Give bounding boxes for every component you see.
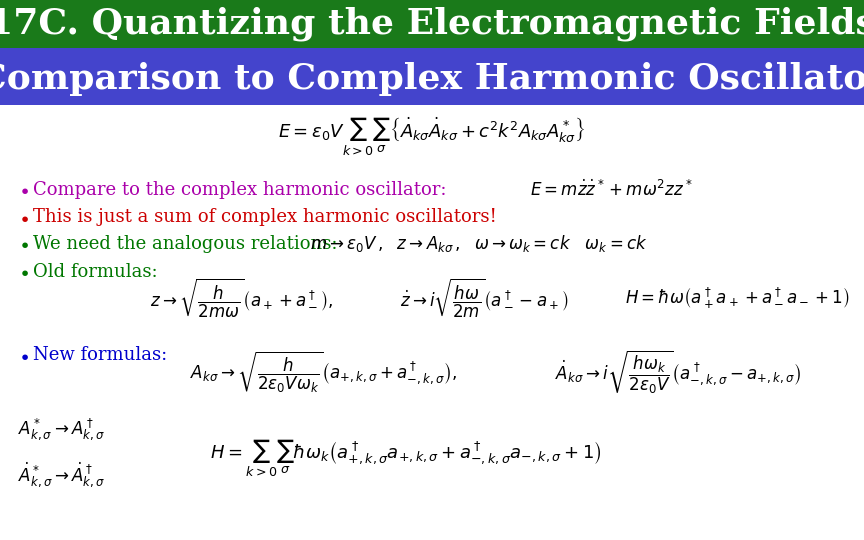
FancyBboxPatch shape [0, 48, 864, 105]
Text: $\bullet$: $\bullet$ [18, 207, 29, 226]
Text: $\bullet$: $\bullet$ [18, 180, 29, 199]
Text: $m \rightarrow \varepsilon_0 V\,,\ \ z \rightarrow A_{k\sigma}\,,\ \ \omega \rig: $m \rightarrow \varepsilon_0 V\,,\ \ z \… [310, 233, 648, 254]
Text: $\dot{A}^*_{k,\sigma} \rightarrow \dot{A}^\dagger_{k,\sigma}$: $\dot{A}^*_{k,\sigma} \rightarrow \dot{A… [18, 461, 105, 489]
Text: This is just a sum of complex harmonic oscillators!: This is just a sum of complex harmonic o… [33, 208, 497, 226]
Text: $E = m\dot{z}\dot{z}^* + m\omega^2 zz^*$: $E = m\dot{z}\dot{z}^* + m\omega^2 zz^*$ [530, 180, 693, 200]
Text: $\dot{A}_{k\sigma} \rightarrow i\sqrt{\dfrac{h\omega_k}{2\varepsilon_0 V}}\left(: $\dot{A}_{k\sigma} \rightarrow i\sqrt{\d… [555, 348, 801, 396]
Text: Compare to the complex harmonic oscillator:: Compare to the complex harmonic oscillat… [33, 181, 447, 199]
Text: $z \rightarrow \sqrt{\dfrac{h}{2m\omega}}\left(a_+ + a^\dagger_-\right),$: $z \rightarrow \sqrt{\dfrac{h}{2m\omega}… [150, 276, 334, 320]
Text: $\bullet$: $\bullet$ [18, 234, 29, 253]
Text: $A^*_{k,\sigma} \rightarrow A^\dagger_{k,\sigma}$: $A^*_{k,\sigma} \rightarrow A^\dagger_{k… [18, 417, 105, 443]
Text: $\dot{z} \rightarrow i\sqrt{\dfrac{h\omega}{2m}}\left(a^\dagger_- - a_+\right)$: $\dot{z} \rightarrow i\sqrt{\dfrac{h\ome… [400, 276, 569, 320]
Text: $H = \hbar\omega\left(a^\dagger_+ a_+ + a^\dagger_- a_- + 1\right)$: $H = \hbar\omega\left(a^\dagger_+ a_+ + … [625, 286, 849, 310]
Text: We need the analogous relations:: We need the analogous relations: [33, 235, 338, 253]
Text: $H = \sum_{k>0}\sum_{\sigma} \hbar\omega_k\left(a^\dagger_{+,k,\sigma}a_{+,k,\si: $H = \sum_{k>0}\sum_{\sigma} \hbar\omega… [210, 437, 601, 478]
FancyBboxPatch shape [0, 0, 864, 50]
Text: Old formulas:: Old formulas: [33, 263, 157, 281]
Text: $\bullet$: $\bullet$ [18, 262, 29, 281]
Text: 17C. Quantizing the Electromagnetic Fields: 17C. Quantizing the Electromagnetic Fiel… [0, 6, 864, 41]
Text: $A_{k\sigma} \rightarrow \sqrt{\dfrac{h}{2\varepsilon_0 V \omega_k}}\left(a_{+,k: $A_{k\sigma} \rightarrow \sqrt{\dfrac{h}… [190, 349, 457, 395]
Text: Comparison to Complex Harmonic Oscillator: Comparison to Complex Harmonic Oscillato… [0, 62, 864, 96]
Text: $E = \varepsilon_0 V \sum_{k>0} \sum_{\sigma} \left\{ \dot{A}_{k\sigma}\dot{A}_{: $E = \varepsilon_0 V \sum_{k>0} \sum_{\s… [278, 116, 586, 158]
Text: New formulas:: New formulas: [33, 346, 168, 364]
Text: $\bullet$: $\bullet$ [18, 346, 29, 365]
